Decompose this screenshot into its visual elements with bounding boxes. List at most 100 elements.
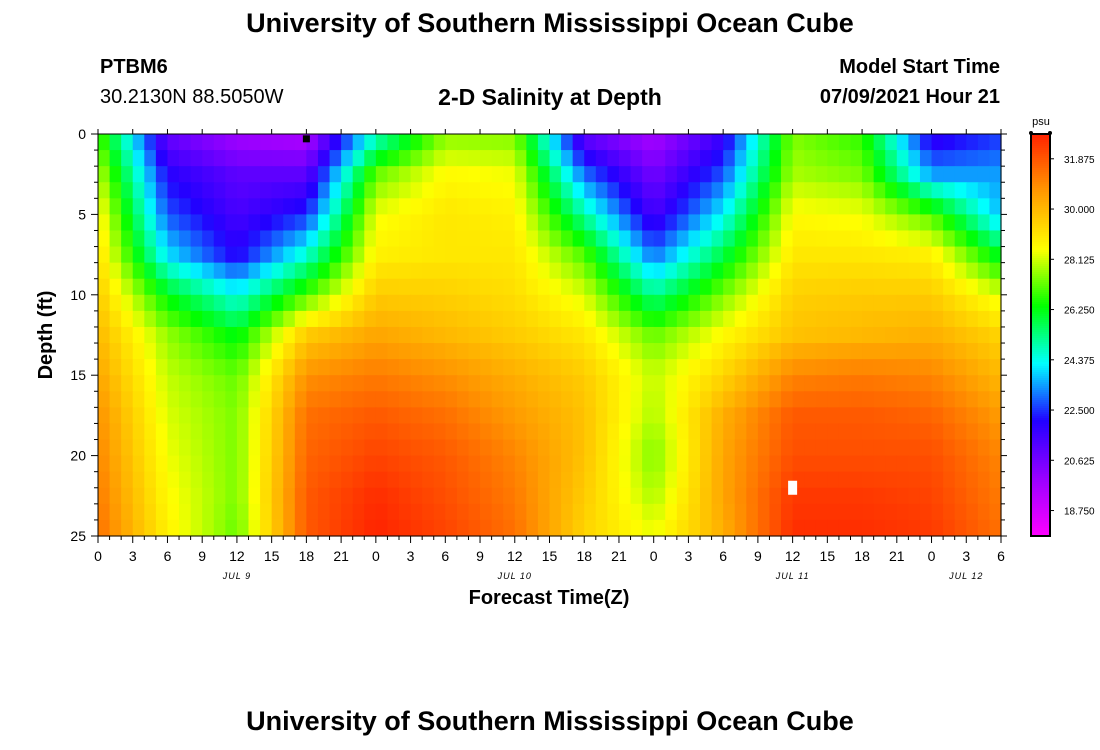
heatmap-cell xyxy=(746,455,759,473)
heatmap-cell xyxy=(665,326,678,344)
heatmap-cell xyxy=(491,166,504,183)
heatmap-cell xyxy=(190,278,203,296)
heatmap-cell xyxy=(445,407,458,425)
heatmap-cell xyxy=(584,278,597,296)
heatmap-cell xyxy=(966,230,979,248)
heatmap-cell xyxy=(561,278,574,296)
heatmap-cell xyxy=(607,439,620,457)
heatmap-cell xyxy=(248,391,261,408)
colorbar-segment xyxy=(1031,516,1050,519)
heatmap-cell xyxy=(167,439,180,457)
heatmap-cell xyxy=(341,487,354,505)
heatmap-cell xyxy=(862,407,875,425)
heatmap-cell xyxy=(607,487,620,505)
heatmap-cell xyxy=(121,391,134,408)
heatmap-cell xyxy=(769,487,782,505)
heatmap-cell xyxy=(908,343,921,360)
heatmap-cell xyxy=(804,262,817,280)
heatmap-cell xyxy=(989,375,1002,392)
heatmap-cell xyxy=(908,423,921,441)
heatmap-cell xyxy=(815,375,828,392)
heatmap-cell xyxy=(341,519,354,537)
heatmap-cell xyxy=(723,391,736,408)
heatmap-cell xyxy=(607,407,620,425)
heatmap-cell xyxy=(179,198,192,215)
heatmap-cell xyxy=(399,487,412,505)
heatmap-cell xyxy=(549,166,562,183)
colorbar-segment xyxy=(1031,420,1050,423)
heatmap-cell xyxy=(526,150,539,167)
heatmap-cell xyxy=(815,198,828,215)
heatmap-cell xyxy=(537,439,551,457)
colorbar-segment xyxy=(1031,440,1050,443)
heatmap-cell xyxy=(630,375,643,392)
heatmap-cell xyxy=(584,487,597,505)
colorbar-segment xyxy=(1031,456,1050,459)
heatmap-cell xyxy=(144,182,157,199)
heatmap-cell xyxy=(931,519,944,537)
heatmap-cell xyxy=(977,455,991,473)
x-axis-label: Forecast Time(Z) xyxy=(469,587,630,609)
heatmap-cell xyxy=(931,487,944,505)
heatmap-cell xyxy=(503,423,516,441)
heatmap-cell xyxy=(642,278,655,296)
heatmap-cell xyxy=(584,214,597,232)
heatmap-cell xyxy=(989,246,1002,264)
heatmap-cell xyxy=(630,150,643,167)
heatmap-cell xyxy=(179,262,192,280)
heatmap-cell xyxy=(549,359,562,376)
heatmap-cell xyxy=(480,134,493,151)
heatmap-cell xyxy=(433,278,446,296)
heatmap-cell xyxy=(491,407,504,425)
heatmap-cell xyxy=(549,519,562,537)
heatmap-cell xyxy=(815,278,828,296)
heatmap-cell xyxy=(526,182,539,199)
heatmap-cell xyxy=(306,487,319,505)
heatmap-cell xyxy=(954,262,967,280)
heatmap-cell xyxy=(688,262,701,280)
heatmap-cell xyxy=(526,310,539,328)
heatmap-cell xyxy=(352,134,365,151)
heatmap-cell xyxy=(387,375,400,392)
heatmap-cell xyxy=(387,278,400,296)
heatmap-cell xyxy=(711,246,724,264)
heatmap-cell xyxy=(468,182,481,199)
heatmap-cell xyxy=(908,230,921,248)
heatmap-cell xyxy=(561,214,574,232)
heatmap-cell xyxy=(121,246,134,264)
heatmap-cell xyxy=(873,343,886,360)
heatmap-cell xyxy=(98,407,111,425)
heatmap-cell xyxy=(410,391,423,408)
heatmap-cell xyxy=(584,423,597,441)
heatmap-cell xyxy=(804,214,817,232)
heatmap-cell xyxy=(873,182,886,199)
heatmap-cell xyxy=(896,359,909,376)
heatmap-cell xyxy=(850,391,863,408)
heatmap-cell xyxy=(792,359,805,376)
heatmap-cell xyxy=(919,423,933,441)
heatmap-cell xyxy=(642,150,655,167)
heatmap-cell xyxy=(572,150,585,167)
heatmap-cell xyxy=(329,471,342,489)
heatmap-cell xyxy=(618,198,632,215)
x-tick-label: 3 xyxy=(685,548,693,564)
heatmap-cell xyxy=(862,150,875,167)
heatmap-cell xyxy=(98,359,111,376)
heatmap-cell xyxy=(155,407,169,425)
heatmap-cell xyxy=(862,519,875,537)
heatmap-cell xyxy=(399,310,412,328)
colorbar-segment xyxy=(1031,436,1050,439)
heatmap-cell xyxy=(190,326,203,344)
heatmap-cell xyxy=(132,230,145,248)
colorbar-segment xyxy=(1031,430,1050,433)
heatmap-cell xyxy=(792,423,805,441)
colorbar-segment xyxy=(1031,266,1050,269)
heatmap-cell xyxy=(804,439,817,457)
heatmap-cell xyxy=(410,359,423,376)
heatmap-cell xyxy=(271,278,284,296)
heatmap-cell xyxy=(491,439,504,457)
heatmap-cell xyxy=(202,407,215,425)
heatmap-cell xyxy=(375,278,389,296)
heatmap-cell xyxy=(271,487,284,505)
heatmap-cell xyxy=(815,487,828,505)
